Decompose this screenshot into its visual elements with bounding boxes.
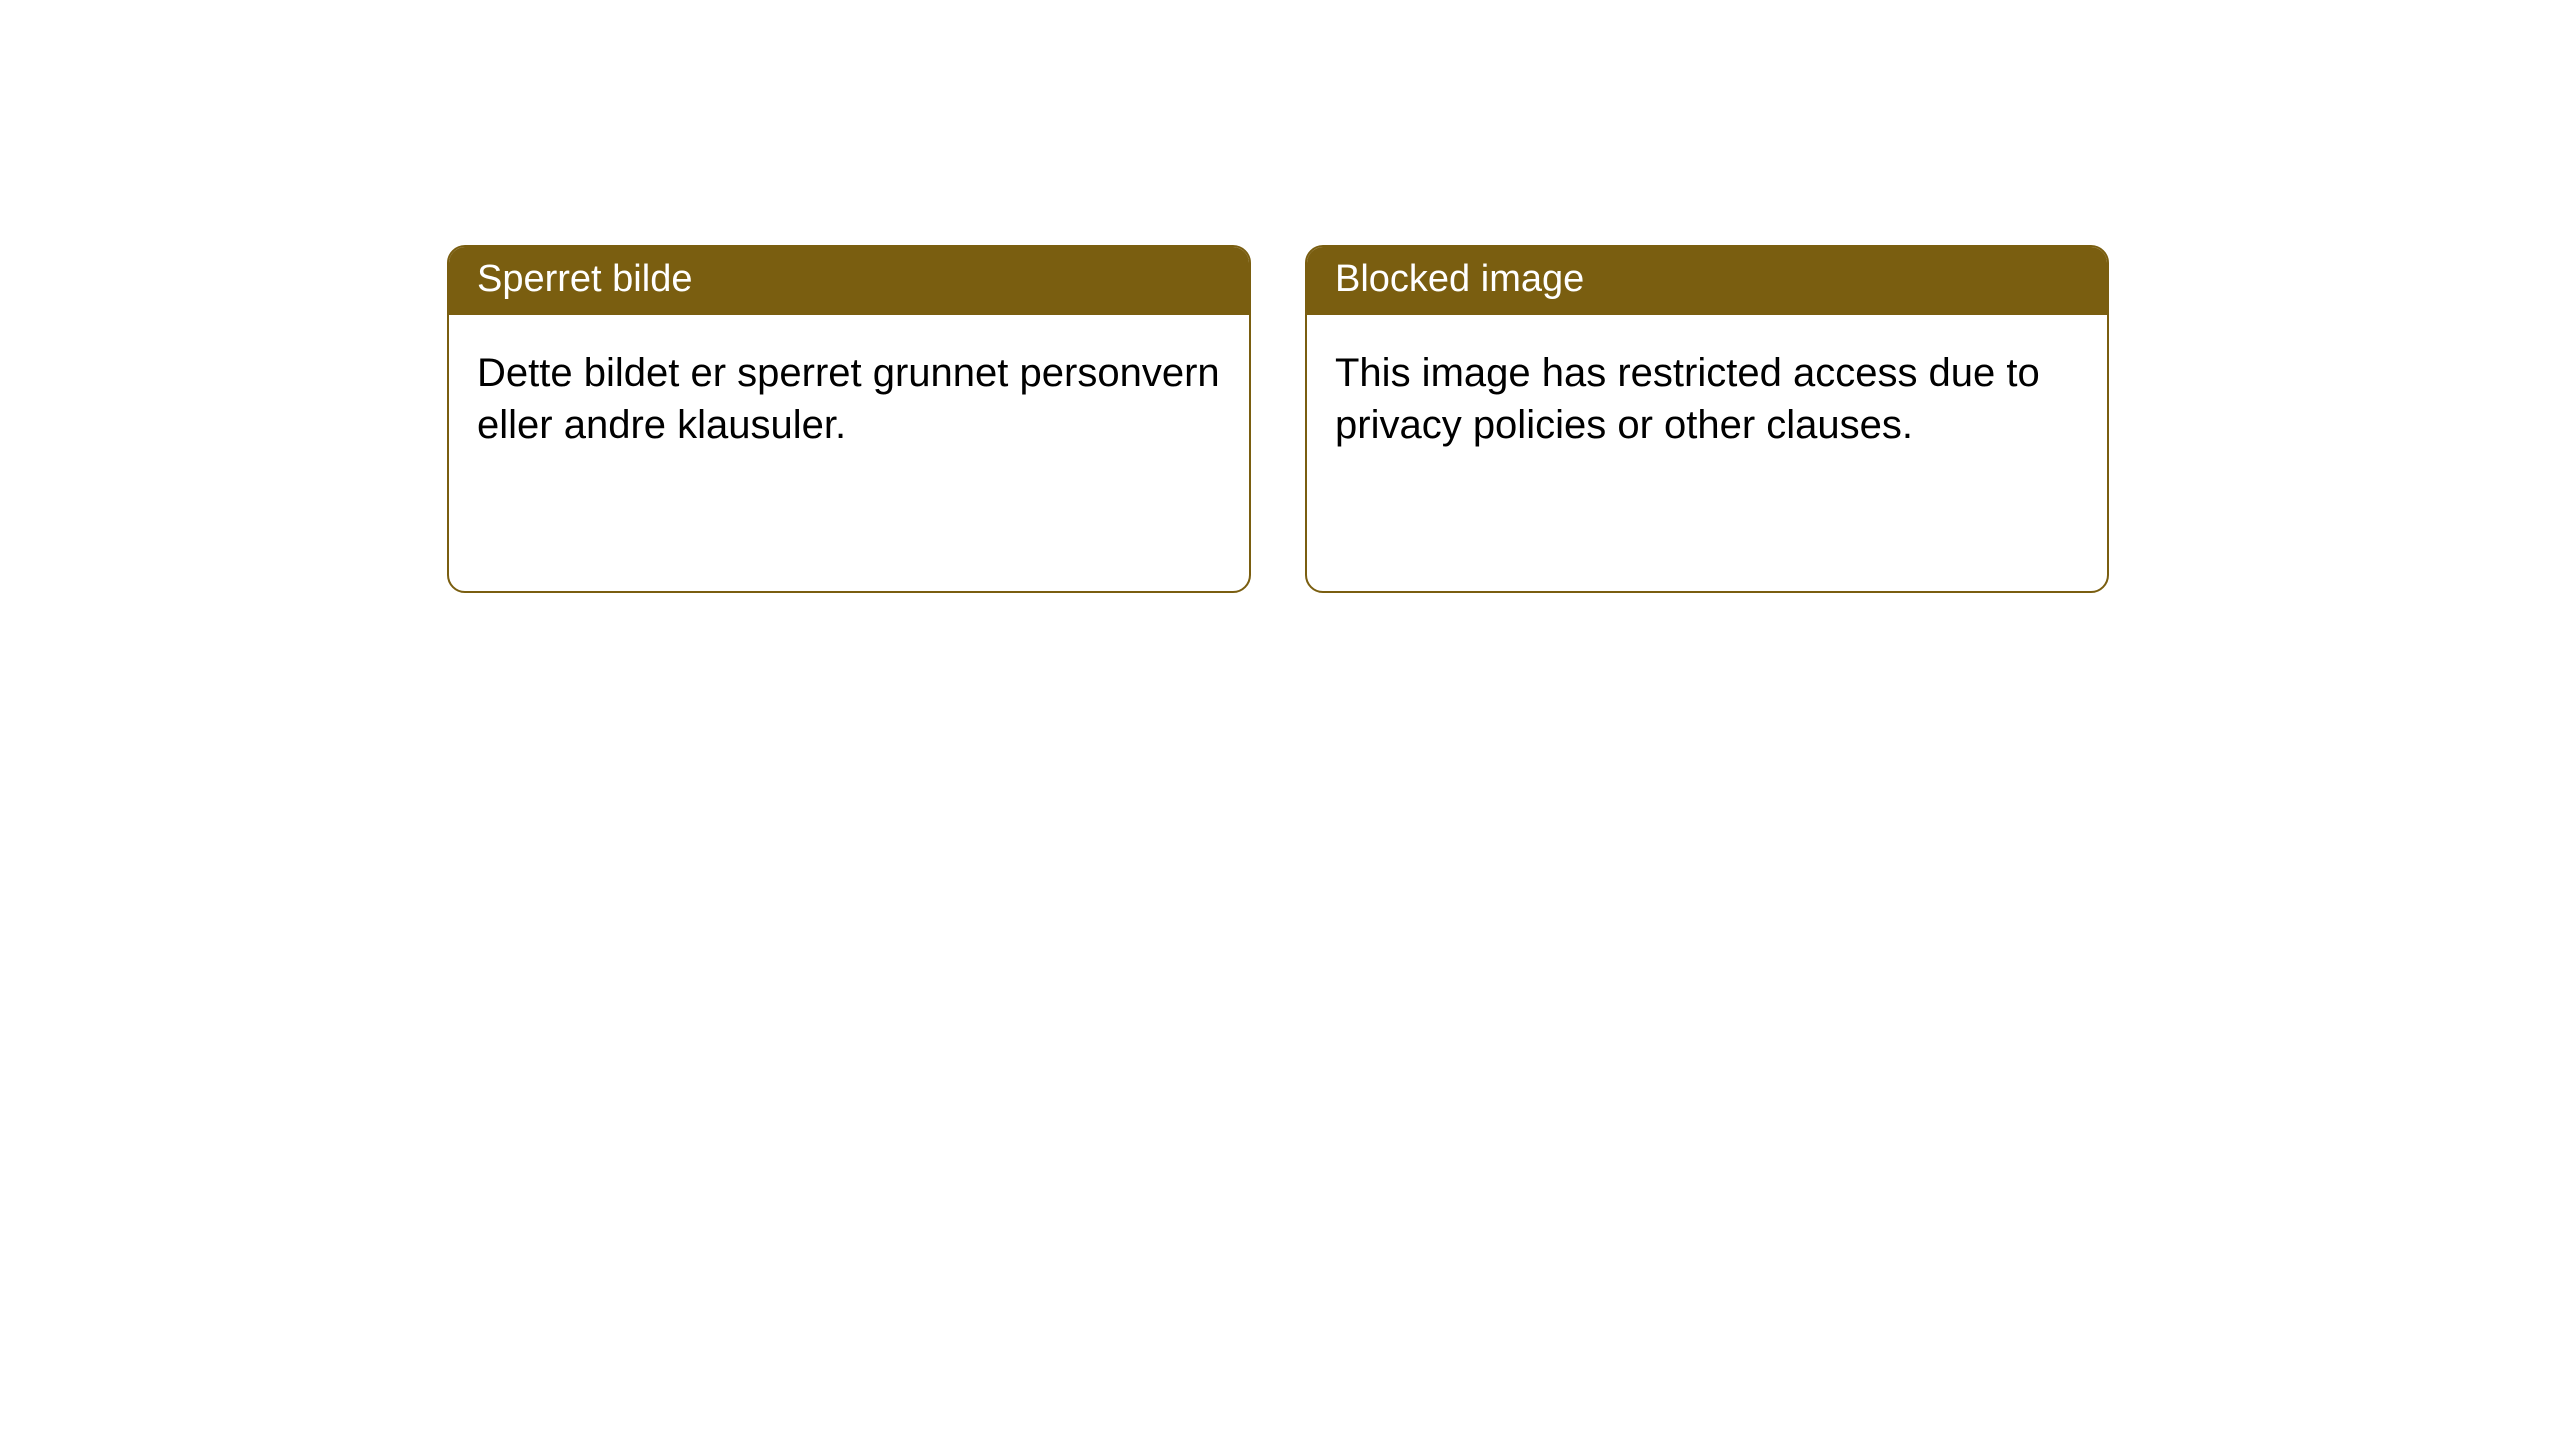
- notice-card-norwegian: Sperret bilde Dette bildet er sperret gr…: [447, 245, 1251, 593]
- card-header: Blocked image: [1307, 247, 2107, 315]
- card-body: Dette bildet er sperret grunnet personve…: [449, 315, 1249, 591]
- notice-card-english: Blocked image This image has restricted …: [1305, 245, 2109, 593]
- card-body: This image has restricted access due to …: [1307, 315, 2107, 591]
- notice-cards-container: Sperret bilde Dette bildet er sperret gr…: [447, 245, 2109, 593]
- card-header: Sperret bilde: [449, 247, 1249, 315]
